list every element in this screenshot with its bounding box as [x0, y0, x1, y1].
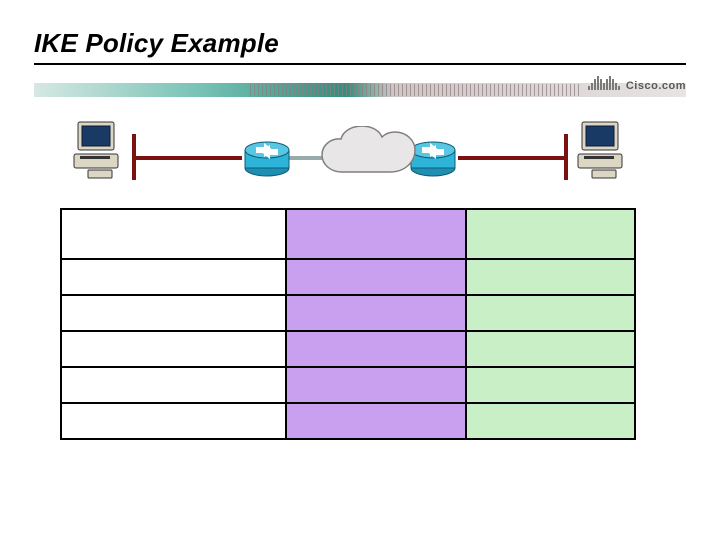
- slide: IKE Policy Example Cisco.com: [0, 0, 720, 540]
- table-row: [61, 403, 635, 439]
- table-cell: [286, 403, 465, 439]
- table-row: [61, 367, 635, 403]
- router-left-icon: [242, 138, 292, 178]
- network-diagram: [70, 114, 630, 202]
- table-cell: [61, 403, 286, 439]
- brand-logo: Cisco.com: [588, 74, 686, 96]
- table-cell: [286, 295, 465, 331]
- table-cell: [466, 403, 635, 439]
- table-row: [61, 259, 635, 295]
- table-cell: [61, 331, 286, 367]
- table-row: [61, 295, 635, 331]
- brand-text: Cisco.com: [626, 80, 686, 92]
- table-row: [61, 331, 635, 367]
- table-cell: [466, 209, 635, 259]
- table-cell: [61, 259, 286, 295]
- table-cell: [61, 209, 286, 259]
- table-cell: [466, 295, 635, 331]
- tick-strip: [250, 84, 580, 96]
- table-cell: [286, 259, 465, 295]
- table-cell: [286, 209, 465, 259]
- table-cell: [466, 331, 635, 367]
- cisco-bars-icon: [588, 76, 626, 90]
- title-underline: [34, 63, 686, 65]
- cloud-icon: [318, 126, 426, 188]
- table-cell: [466, 367, 635, 403]
- table-cell: [61, 295, 286, 331]
- page-title: IKE Policy Example: [34, 28, 279, 59]
- table-cell: [286, 367, 465, 403]
- title-wrap: IKE Policy Example: [34, 28, 279, 59]
- table-row: [61, 209, 635, 259]
- workstation-left-icon: [70, 120, 126, 185]
- table-cell: [286, 331, 465, 367]
- workstation-right-icon: [574, 120, 630, 185]
- wire: [132, 156, 242, 160]
- wire: [458, 156, 568, 160]
- table-cell: [61, 367, 286, 403]
- table-cell: [466, 259, 635, 295]
- ike-policy-table: [60, 208, 636, 440]
